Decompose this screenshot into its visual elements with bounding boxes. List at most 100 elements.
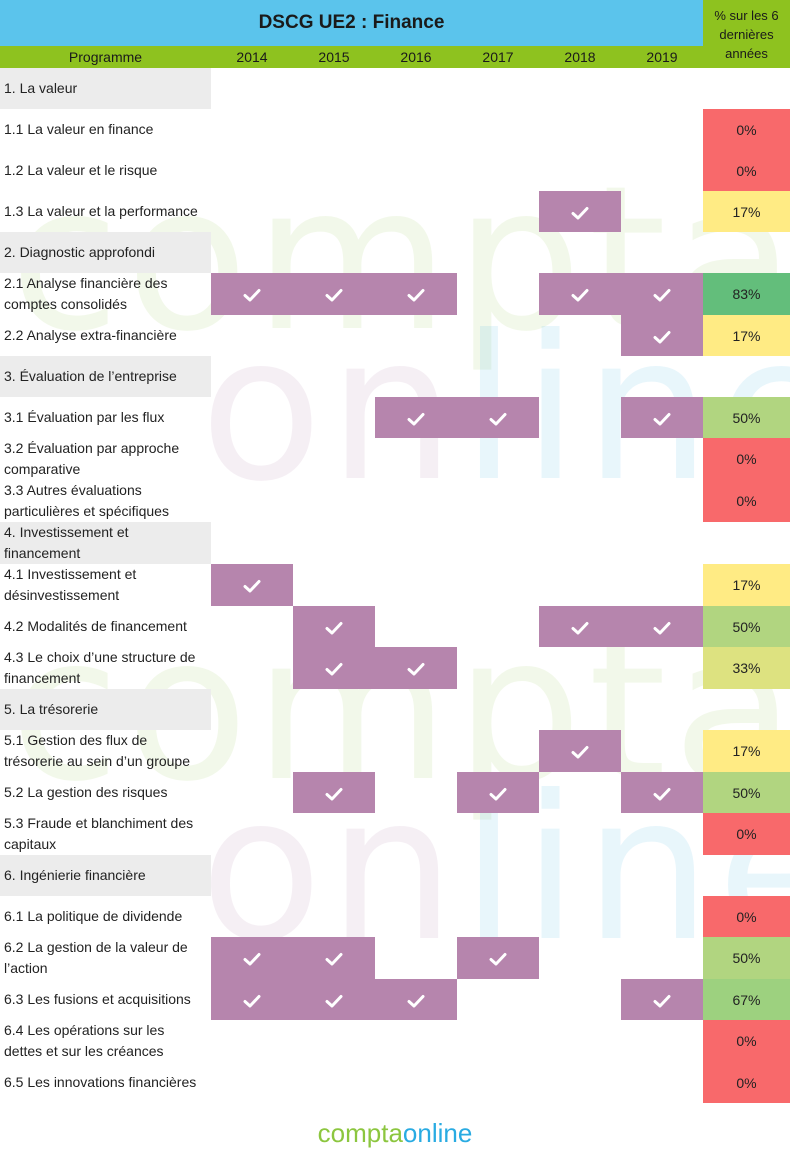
empty-cell xyxy=(211,356,293,397)
empty-cell xyxy=(621,480,703,522)
empty-cell xyxy=(703,232,790,273)
empty-cell xyxy=(457,356,539,397)
empty-cell xyxy=(621,937,703,979)
exam-mark-cell xyxy=(375,273,457,315)
section-label: 3. Évaluation de l’entreprise xyxy=(0,356,211,397)
pct-cell: 17% xyxy=(703,191,790,232)
table-title: DSCG UE2 : Finance xyxy=(0,0,703,46)
empty-cell xyxy=(539,772,621,813)
section-label: 2. Diagnostic approfondi xyxy=(0,232,211,273)
empty-cell xyxy=(211,606,293,647)
empty-cell xyxy=(211,109,293,150)
table-row: 5.1 Gestion des flux de trésorerie au se… xyxy=(0,730,790,772)
pct-cell: 0% xyxy=(703,813,790,855)
row-label: 6.3 Les fusions et acquisitions xyxy=(4,991,191,1007)
empty-cell xyxy=(621,1020,703,1062)
brand-part1: compta xyxy=(317,1118,403,1148)
empty-cell xyxy=(375,356,457,397)
exam-mark-cell xyxy=(293,273,375,315)
empty-cell xyxy=(539,109,621,150)
check-icon xyxy=(325,994,343,1008)
pct-cell: 17% xyxy=(703,564,790,606)
empty-cell xyxy=(621,522,703,564)
row-label: 3.3 Autres évaluations particulières et … xyxy=(4,482,169,519)
row-label: 6.4 Les opérations sur les dettes et sur… xyxy=(4,1022,165,1059)
empty-cell xyxy=(375,1062,457,1103)
empty-cell xyxy=(375,730,457,772)
check-icon xyxy=(653,412,671,426)
row-label: 4.2 Modalités de financement xyxy=(4,618,187,634)
check-icon xyxy=(653,289,671,302)
pct-cell: 0% xyxy=(703,438,790,480)
row-label: 1.2 La valeur et le risque xyxy=(4,162,158,178)
brand-part2: online xyxy=(402,1118,473,1148)
exam-mark-cell xyxy=(621,397,703,438)
check-icon xyxy=(243,580,261,593)
empty-cell xyxy=(293,150,375,191)
empty-cell xyxy=(375,564,457,606)
row-label: 1.1 La valeur en finance xyxy=(4,121,154,137)
empty-cell xyxy=(703,855,790,896)
check-icon xyxy=(407,412,425,426)
empty-cell xyxy=(457,232,539,273)
table-row: 6.3 Les fusions et acquisitions 67% xyxy=(0,979,790,1020)
row-label: 2.1 Analyse financière des comptes conso… xyxy=(4,275,168,312)
exam-mark-cell xyxy=(293,937,375,979)
empty-cell xyxy=(621,109,703,150)
empty-cell xyxy=(293,855,375,896)
empty-cell xyxy=(293,564,375,606)
empty-cell xyxy=(293,730,375,772)
empty-cell xyxy=(457,979,539,1020)
exam-mark-cell xyxy=(457,772,539,813)
exam-mark-cell xyxy=(621,772,703,813)
empty-cell xyxy=(539,564,621,606)
table-row: 2.2 Analyse extra-financière 17% xyxy=(0,315,790,356)
empty-cell xyxy=(539,1020,621,1062)
empty-cell xyxy=(211,150,293,191)
empty-cell xyxy=(539,397,621,438)
empty-cell xyxy=(457,647,539,689)
empty-cell xyxy=(621,689,703,730)
row-label: 6.1 La politique de dividende xyxy=(4,908,183,924)
check-icon xyxy=(243,953,261,966)
empty-cell xyxy=(457,606,539,647)
empty-cell xyxy=(539,150,621,191)
pct-cell: 0% xyxy=(703,480,790,522)
table-row: 2.1 Analyse financière des comptes conso… xyxy=(0,273,790,315)
check-icon xyxy=(653,621,671,635)
empty-cell xyxy=(375,438,457,480)
table-row: 6.4 Les opérations sur les dettes et sur… xyxy=(0,1020,790,1062)
check-icon xyxy=(489,787,507,801)
pct-cell: 0% xyxy=(703,109,790,150)
empty-cell xyxy=(293,68,375,109)
empty-cell xyxy=(539,356,621,397)
row-label: 5.1 Gestion des flux de trésorerie au se… xyxy=(4,732,191,769)
empty-cell xyxy=(375,68,457,109)
empty-cell xyxy=(457,896,539,937)
check-icon xyxy=(653,994,671,1008)
pct-header: % sur les 6 dernières années xyxy=(703,0,790,68)
empty-cell xyxy=(293,813,375,855)
empty-cell xyxy=(621,855,703,896)
empty-cell xyxy=(293,896,375,937)
pct-cell: 50% xyxy=(703,772,790,813)
exam-mark-cell xyxy=(621,606,703,647)
empty-cell xyxy=(621,647,703,689)
table-row: 4.2 Modalités de financement 50% xyxy=(0,606,790,647)
table-row: 6.1 La politique de dividende 0% xyxy=(0,896,790,937)
check-icon xyxy=(407,994,425,1008)
empty-cell xyxy=(211,191,293,232)
year-header: 2016 xyxy=(375,46,457,68)
table-row: 3.2 Évaluation par approche comparative 0… xyxy=(0,438,790,480)
exam-mark-cell xyxy=(539,606,621,647)
empty-cell xyxy=(457,109,539,150)
empty-cell xyxy=(621,438,703,480)
empty-cell xyxy=(375,896,457,937)
row-label: 1.3 La valeur et la performance xyxy=(4,203,198,219)
empty-cell xyxy=(621,564,703,606)
empty-cell xyxy=(293,438,375,480)
exam-mark-cell xyxy=(211,937,293,979)
pct-cell: 0% xyxy=(703,150,790,191)
empty-cell xyxy=(457,813,539,855)
empty-cell xyxy=(293,109,375,150)
